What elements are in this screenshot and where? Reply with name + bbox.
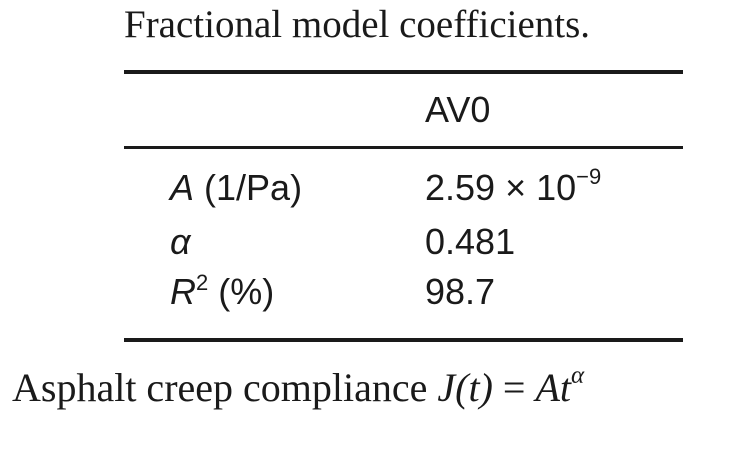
param-r2-unit: (%) xyxy=(218,271,275,312)
param-a-value: 2.59 × 10−9 xyxy=(425,164,601,217)
table-header-rule xyxy=(124,146,683,149)
footer-formula-line: Asphalt creep compliance J(t) = Atα xyxy=(12,360,584,422)
column-header-av0: AV0 xyxy=(425,89,491,130)
formula-exponent: α xyxy=(571,362,585,389)
param-alpha-symbol: α xyxy=(170,221,191,262)
table-caption: Fractional model coefficients. xyxy=(124,3,591,46)
param-a-unit: (1/Pa) xyxy=(204,167,303,208)
param-r2-symbol: R xyxy=(170,271,196,312)
param-alpha-value: 0.481 xyxy=(425,221,516,262)
formula-lhs: J(t) xyxy=(437,365,493,410)
param-alpha-label: α xyxy=(170,218,191,266)
table-row-alpha: α 0.481 xyxy=(170,218,683,266)
table-top-rule xyxy=(124,70,683,74)
param-r2-label: R2 (%) xyxy=(170,268,274,321)
table-row-r2: R2 (%) 98.7 xyxy=(170,268,683,316)
formula-equals: = xyxy=(502,365,526,410)
param-r2-superscript: 2 xyxy=(196,270,209,295)
table-row-a: A (1/Pa) 2.59 × 10−9 xyxy=(170,164,683,212)
param-a-value-exponent: −9 xyxy=(576,164,602,189)
formula-rhs: At xyxy=(535,365,571,410)
param-a-label: A (1/Pa) xyxy=(170,164,302,212)
param-a-symbol: A xyxy=(170,167,195,208)
param-r2-value: 98.7 xyxy=(425,271,496,312)
footer-text: Asphalt creep compliance xyxy=(12,365,428,410)
table-bottom-rule xyxy=(124,338,683,342)
param-a-value-mantissa: 2.59 × 10 xyxy=(425,167,577,208)
